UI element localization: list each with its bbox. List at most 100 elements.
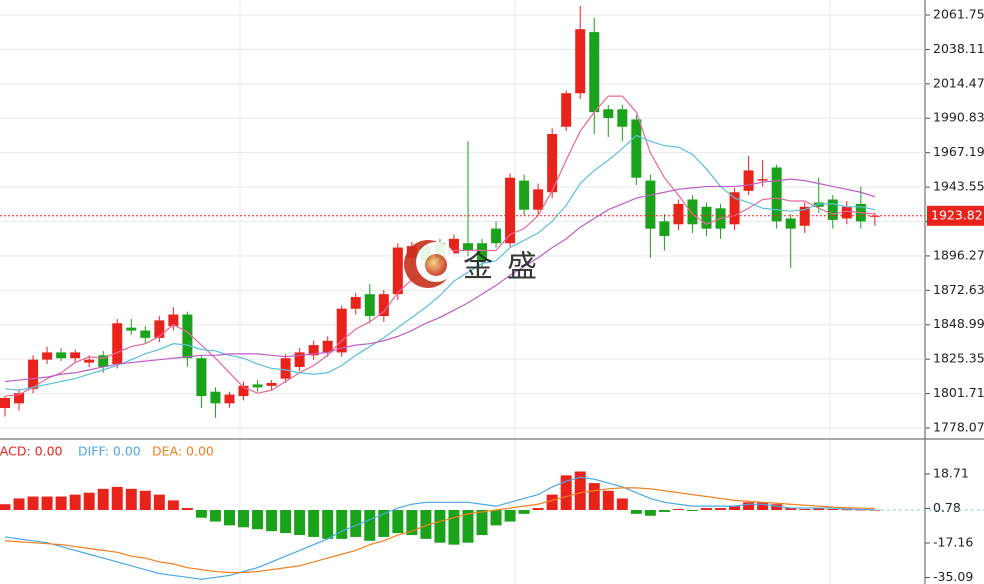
candle-body bbox=[743, 170, 754, 191]
macd-bar bbox=[476, 509, 488, 536]
candle-body bbox=[154, 320, 165, 338]
candle-body bbox=[182, 314, 193, 359]
macd-bar bbox=[280, 509, 292, 534]
candle-body bbox=[28, 359, 39, 389]
macd-bar bbox=[560, 475, 572, 510]
macd-bar bbox=[266, 509, 278, 532]
candle-body bbox=[56, 352, 67, 359]
macd-bar bbox=[757, 502, 769, 510]
macd-bar bbox=[532, 508, 544, 510]
macd-bar bbox=[462, 509, 474, 543]
candle-body bbox=[813, 202, 824, 207]
y-tick-label: 0.78 bbox=[933, 500, 961, 515]
y-tick-label: 1778.07 bbox=[933, 419, 984, 434]
candle-body bbox=[98, 355, 109, 367]
macd-bar bbox=[658, 509, 670, 512]
legend-entry: MACD: 0.00 bbox=[0, 444, 63, 459]
candle-body bbox=[785, 218, 796, 229]
candle-body bbox=[126, 327, 137, 331]
watermark-text: 金盛 bbox=[463, 250, 551, 285]
macd-bar bbox=[490, 509, 502, 526]
y-tick-label: -35.09 bbox=[933, 569, 973, 584]
y-tick-label: 2014.47 bbox=[933, 75, 984, 90]
candle-body bbox=[645, 180, 656, 229]
y-tick-label: 2061.75 bbox=[933, 6, 984, 21]
candle-body bbox=[14, 393, 25, 404]
moving-average-line bbox=[4, 178, 876, 383]
candle-body bbox=[533, 189, 544, 210]
macd-bar bbox=[701, 508, 712, 510]
legend-entry: DIFF: 0.00 bbox=[78, 444, 141, 459]
macd-bar bbox=[223, 509, 235, 526]
candle-body bbox=[84, 359, 95, 363]
macd-bar bbox=[209, 509, 221, 522]
macd-bar bbox=[83, 492, 95, 510]
candles bbox=[0, 5, 880, 418]
candle-body bbox=[547, 134, 558, 193]
macd-line bbox=[4, 476, 875, 580]
candle-body bbox=[210, 391, 221, 404]
candle-body bbox=[673, 203, 684, 225]
y-tick-label: 1943.55 bbox=[933, 179, 984, 194]
macd-bar bbox=[686, 509, 698, 511]
candle-body bbox=[869, 215, 880, 217]
macd-bar bbox=[195, 509, 207, 518]
moving-average-line bbox=[4, 134, 875, 391]
candle-body bbox=[238, 385, 249, 397]
candle-body bbox=[392, 247, 403, 295]
candle-body bbox=[519, 180, 530, 210]
macd-bar bbox=[602, 490, 614, 510]
macd-bar bbox=[308, 509, 320, 537]
candle-body bbox=[462, 243, 473, 251]
macd-bar bbox=[41, 496, 53, 510]
candle-body bbox=[491, 228, 502, 244]
macd-bar bbox=[27, 496, 39, 510]
macd-bar bbox=[813, 508, 825, 510]
macd-bar bbox=[574, 471, 586, 510]
macd-bar bbox=[294, 509, 306, 536]
candle-body bbox=[112, 323, 123, 365]
macd-bar bbox=[13, 498, 25, 510]
macd-bar bbox=[364, 509, 376, 541]
y-tick-label: -17.16 bbox=[933, 535, 973, 550]
candle-body bbox=[505, 177, 516, 244]
y-tick-label: 1825.35 bbox=[933, 351, 984, 366]
macd-bar bbox=[588, 483, 600, 510]
macd-bar bbox=[153, 494, 165, 510]
candle-body bbox=[729, 192, 740, 225]
candle-body bbox=[322, 340, 333, 353]
macd-bar bbox=[771, 504, 783, 510]
y-tick-label: 1848.99 bbox=[933, 316, 984, 331]
y-tick-label: 1896.27 bbox=[933, 247, 984, 262]
candle-body bbox=[631, 119, 642, 178]
macd-bar bbox=[616, 498, 628, 510]
candle-body bbox=[140, 330, 151, 338]
macd-bar bbox=[434, 509, 446, 543]
candle-body bbox=[70, 352, 81, 359]
macd-bar bbox=[125, 488, 137, 510]
macd-bar bbox=[827, 509, 839, 510]
candle-body bbox=[308, 345, 319, 356]
macd-bar bbox=[785, 508, 797, 510]
macd-bar bbox=[406, 509, 418, 536]
macd-bar bbox=[181, 508, 193, 510]
macd-bar bbox=[869, 509, 881, 511]
candle-body bbox=[603, 109, 614, 118]
candle-body bbox=[42, 352, 53, 360]
macd-bar bbox=[630, 509, 642, 514]
macd-bar bbox=[97, 488, 109, 510]
y-tick-label: 1967.19 bbox=[933, 144, 984, 159]
macd-line bbox=[4, 487, 875, 574]
macd-bar bbox=[55, 496, 67, 510]
last-price-box bbox=[927, 205, 984, 226]
candle-body bbox=[757, 179, 768, 181]
candle-body bbox=[294, 352, 305, 367]
y-tick-label: 1801.71 bbox=[933, 385, 984, 400]
macd-bar bbox=[504, 509, 516, 522]
candle-body bbox=[350, 297, 361, 309]
macd-bar bbox=[729, 506, 741, 510]
candle-body bbox=[771, 167, 782, 222]
macd-bar bbox=[546, 494, 558, 510]
